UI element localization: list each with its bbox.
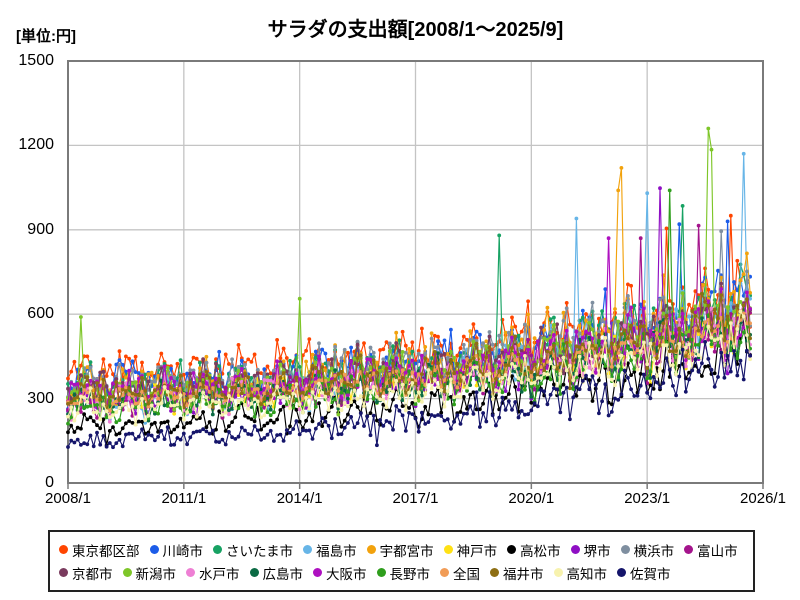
legend-item[interactable]: 福島市 — [303, 540, 357, 560]
legend-swatch-icon — [313, 568, 322, 577]
legend-label: 堺市 — [583, 543, 611, 559]
legend-swatch-icon — [366, 545, 376, 554]
x-tick-label: 2020/1 — [508, 490, 555, 507]
legend-item[interactable]: 高松市 — [507, 540, 561, 560]
legend-swatch-icon — [440, 568, 449, 577]
legend-label: 川崎市 — [162, 543, 204, 559]
legend-label: 新潟市 — [135, 566, 177, 582]
legend-swatch-icon — [149, 545, 159, 554]
legend-swatch-icon — [249, 568, 259, 577]
series-markers — [66, 291, 753, 413]
x-tick-label: 2011/1 — [161, 490, 207, 507]
legend-item[interactable]: 新潟市 — [122, 563, 177, 583]
legend-label: 東京都区部 — [72, 543, 140, 559]
legend-swatch-icon — [59, 545, 68, 554]
legend-swatch-icon — [620, 545, 630, 554]
legend-swatch-icon — [570, 545, 580, 554]
x-tick-label: 2017/1 — [392, 490, 439, 507]
legend-swatch-icon — [617, 568, 626, 577]
legend-row: 京都市 新潟市 水戸市 広島市 大阪市 長野市 全国 福井市 高知市 佐賀市 — [59, 563, 744, 583]
legend-row: 東京都区部 川崎市 さいたま市 福島市 宇都宮市 神戸市 高松市 堺市 横浜市 富山市 — [59, 540, 744, 560]
legend-label: 高知市 — [566, 566, 608, 582]
legend-item[interactable]: 京都市 — [59, 563, 113, 583]
legend-label: 大阪市 — [326, 566, 367, 582]
series-markers — [66, 309, 753, 427]
x-tick-label: 2014/1 — [276, 490, 323, 507]
legend-swatch-icon — [443, 545, 453, 554]
legend-item[interactable]: 宇都宮市 — [366, 540, 434, 560]
legend-swatch-icon — [186, 568, 195, 577]
legend-item[interactable]: 広島市 — [249, 563, 304, 583]
legend-label: 佐賀市 — [630, 566, 671, 582]
legend-label: 富山市 — [697, 543, 738, 559]
plot-border — [67, 60, 764, 484]
legend-item[interactable]: 横浜市 — [620, 540, 675, 560]
legend-swatch-icon — [553, 568, 563, 577]
legend-swatch-icon — [59, 568, 68, 577]
legend-label: 福島市 — [316, 543, 357, 559]
series-markers — [66, 340, 753, 450]
legend-item[interactable]: 全国 — [440, 563, 480, 583]
unit-label: [単位:円] — [16, 28, 76, 45]
y-tick-label: 1500 — [18, 52, 54, 69]
legend-swatch-icon — [507, 545, 517, 554]
legend-box: 東京都区部 川崎市 さいたま市 福島市 宇都宮市 神戸市 高松市 堺市 横浜市 富山市 京都市 新潟… — [48, 530, 755, 592]
legend-item[interactable]: 堺市 — [570, 540, 611, 560]
legend-label: 横浜市 — [633, 543, 675, 559]
y-tick-label: 0 — [45, 474, 54, 491]
legend-swatch-icon — [213, 545, 222, 554]
y-tick-label: 300 — [27, 389, 54, 407]
legend-label: 高松市 — [520, 543, 561, 559]
x-tick-label: 2026/1 — [740, 490, 786, 507]
legend-label: 全国 — [453, 566, 480, 582]
legend-item[interactable]: 富山市 — [684, 540, 738, 560]
legend-label: 水戸市 — [199, 566, 240, 582]
legend-item[interactable]: 大阪市 — [313, 563, 367, 583]
legend-label: 広島市 — [262, 566, 304, 582]
legend-label: 京都市 — [72, 566, 113, 582]
legend-swatch-icon — [376, 568, 386, 577]
legend-item[interactable]: さいたま市 — [213, 540, 293, 560]
legend-item[interactable]: 神戸市 — [443, 540, 498, 560]
legend-label: 神戸市 — [456, 543, 498, 559]
legend-item[interactable]: 東京都区部 — [59, 540, 140, 560]
legend-item[interactable]: 佐賀市 — [617, 563, 671, 583]
legend-label: 宇都宮市 — [379, 543, 434, 559]
chart-title: サラダの支出額[2008/1〜2025/9] — [267, 19, 564, 41]
legend-label: 長野市 — [389, 566, 431, 582]
legend-swatch-icon — [122, 568, 132, 577]
legend-item[interactable]: 川崎市 — [149, 540, 204, 560]
x-tick-label: 2023/1 — [624, 490, 671, 507]
legend-label: さいたま市 — [226, 543, 294, 559]
legend-label: 福井市 — [503, 566, 544, 582]
legend-item[interactable]: 福井市 — [490, 563, 544, 583]
y-tick-label: 1200 — [18, 136, 54, 154]
legend-swatch-icon — [490, 568, 499, 577]
x-tick-label: 2008/1 — [45, 490, 91, 507]
legend-item[interactable]: 長野市 — [376, 563, 431, 583]
legend-swatch-icon — [684, 545, 694, 554]
legend-item[interactable]: 高知市 — [553, 563, 608, 583]
y-tick-label: 900 — [27, 220, 54, 238]
legend-swatch-icon — [303, 545, 313, 554]
legend-item[interactable]: 水戸市 — [186, 563, 240, 583]
y-tick-label: 600 — [27, 305, 54, 323]
